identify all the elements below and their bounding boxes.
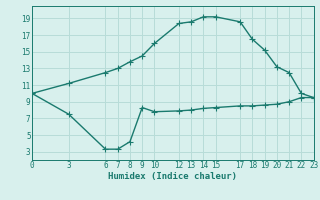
X-axis label: Humidex (Indice chaleur): Humidex (Indice chaleur) [108, 172, 237, 181]
